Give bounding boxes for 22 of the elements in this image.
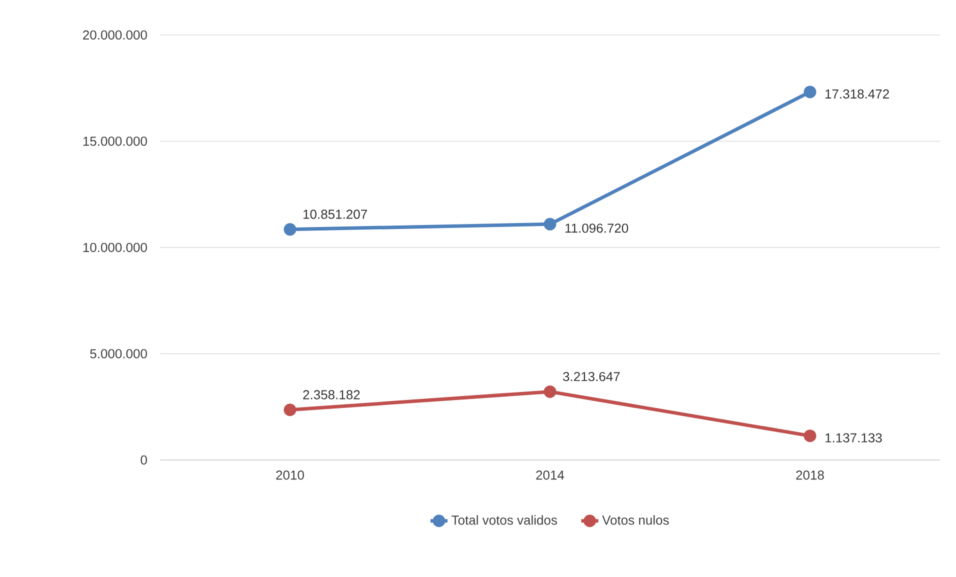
- data-label: 1.137.133: [826, 433, 882, 442]
- y-tick-label: 10.000.000: [83, 242, 147, 252]
- y-tick-label: 5.000.000: [90, 349, 147, 358]
- data-label: 3.213.647: [563, 372, 620, 382]
- data-label: 11.096.720: [566, 224, 628, 233]
- point: [284, 404, 296, 416]
- y-tick-label: 15.000.000: [83, 136, 147, 146]
- data-label: 2.358.182: [303, 390, 360, 400]
- x-tick-label: 2018: [796, 470, 824, 480]
- legend-label: Votos nulos: [602, 515, 669, 525]
- point: [544, 385, 556, 398]
- legend-label: Total votos validos: [452, 515, 558, 525]
- data-label: 17.318.472: [826, 89, 889, 99]
- point: [804, 86, 816, 98]
- x-tick-label: 2010: [276, 470, 304, 480]
- x-tick-label: 2014: [536, 470, 564, 480]
- point: [544, 218, 556, 230]
- point: [284, 223, 296, 236]
- point: [804, 430, 816, 442]
- data-label: 10.851.207: [304, 210, 367, 219]
- y-tick-label: 0: [140, 455, 147, 465]
- y-tick-label: 20.000.000: [83, 30, 147, 40]
